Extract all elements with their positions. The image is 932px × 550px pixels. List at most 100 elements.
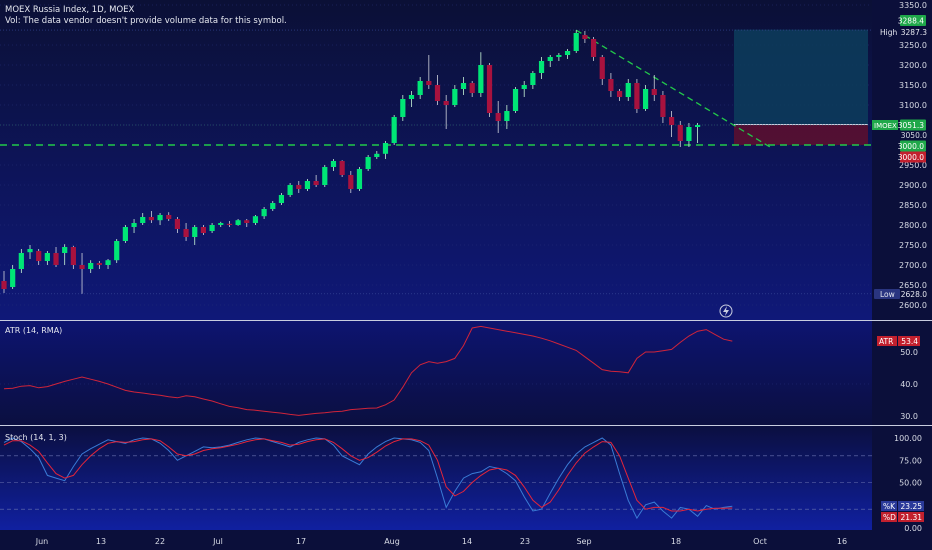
candle-body [573, 33, 579, 51]
candle-body [200, 227, 207, 233]
atr-tag: ATR [879, 337, 893, 346]
time-tick-label: 18 [671, 537, 681, 546]
stoch-panel-bg [0, 426, 872, 530]
candle-body [183, 229, 189, 237]
atr-tick-label: 50.0 [900, 348, 918, 357]
atr-tick-label: 30.0 [900, 412, 918, 421]
candle-body [478, 65, 484, 93]
stoch-k-value-bg [898, 501, 924, 511]
price-tick-label: 3350.0 [899, 1, 927, 10]
price-tick-label: 2750.0 [899, 241, 927, 250]
trendline [575, 29, 771, 148]
price-tick-label: 3150.0 [899, 81, 927, 90]
candle-body [391, 117, 397, 143]
candle-body [365, 157, 371, 169]
stoch-tick-label: 100.00 [894, 434, 922, 443]
candle-body [270, 203, 276, 209]
candle-body [521, 85, 527, 89]
stoch-tick-label: 0.00 [904, 524, 922, 533]
stoch-d-line [3, 438, 733, 512]
lightning-icon[interactable] [719, 304, 733, 318]
level-3000-green-label: 3000.0 [898, 142, 924, 151]
chart-title: MOEX Russia Index, 1D, MOEX [5, 5, 135, 15]
candle-body [148, 217, 154, 221]
candle-body [287, 185, 293, 195]
candle-body [668, 117, 675, 125]
candle-body [686, 127, 692, 141]
stoch-tick-label: 50.00 [899, 479, 922, 488]
candle-body [590, 39, 597, 57]
candle-body [564, 51, 571, 55]
candle-body [469, 83, 475, 93]
time-tick-label: Jun [35, 537, 49, 546]
atr-tag-bg [877, 336, 897, 346]
atr-panel-bg [0, 321, 872, 425]
candle-body [209, 225, 215, 231]
stoch-d-tag: %D [883, 513, 896, 522]
price-tick-label: 3100.0 [899, 101, 927, 110]
candle-body [400, 99, 406, 117]
candle-body [417, 81, 423, 95]
stoch-k-line [3, 437, 733, 520]
candle-body [495, 113, 501, 121]
candle-body [296, 185, 302, 189]
level-3000-green-label-bg [900, 140, 926, 152]
candle-body [443, 101, 449, 105]
stoch-d-tag-bg [881, 512, 897, 522]
atr-tick-label: 40.0 [900, 380, 918, 389]
stoch-d-value: 21.31 [901, 513, 923, 522]
atr-panel[interactable] [0, 325, 872, 416]
time-tick-label: Aug [384, 537, 400, 546]
candle-body [452, 89, 458, 105]
time-tick-label: 13 [96, 537, 106, 546]
atr-value: 53.4 [901, 337, 918, 346]
candle-body [192, 227, 198, 237]
candle-body [486, 65, 493, 113]
volume-note: Vol: The data vendor doesn't provide vol… [5, 16, 287, 26]
candle-body [582, 35, 588, 39]
last-price-label-bg [900, 119, 926, 131]
target-price-label: 3288.4 [898, 17, 924, 26]
candle-body [304, 181, 311, 189]
candle-body [374, 153, 380, 157]
target-price-label-bg [900, 15, 926, 26]
candle-body [538, 61, 545, 73]
level-3050-label: 3050.0 [901, 131, 927, 140]
candle-body [1, 281, 7, 289]
last-price-label: 3051.3 [898, 121, 924, 130]
candle-body [599, 57, 605, 79]
candle-body [356, 169, 363, 189]
candle-body [18, 253, 24, 269]
stoch-k-tag-bg [881, 501, 897, 511]
candle-body [426, 81, 432, 85]
stoch-k-value: 23.25 [901, 502, 923, 511]
candle-body [62, 247, 68, 253]
candle-body [10, 269, 16, 287]
price-tick-label: 2850.0 [899, 201, 927, 210]
candle-body [114, 241, 120, 261]
axes: 3350.0 3250.0 3200.0 3150.0 3100.0 2950.0 2900… [35, 1, 927, 546]
candle-body [157, 215, 163, 221]
candle-body [348, 175, 354, 189]
price-axis-bg [872, 0, 932, 550]
candle-body [695, 125, 701, 127]
candle-body [218, 223, 224, 225]
candle-body [174, 219, 180, 229]
candle-body [408, 95, 415, 99]
candle-body [616, 91, 623, 97]
price-tick-label: 2650.0 [899, 281, 927, 290]
candle-body [660, 95, 666, 117]
candle-body [651, 89, 657, 95]
stoch-panel[interactable] [0, 437, 872, 520]
main-panel-bg [0, 0, 872, 320]
price-panel[interactable] [0, 4, 872, 306]
price-tick-label: 2600.0 [899, 301, 927, 310]
time-axis-bg [0, 530, 872, 550]
candle-body [608, 79, 614, 91]
atr-title: ATR (14, RMA) [5, 326, 62, 335]
stoch-title: Stoch (14, 1, 3) [5, 433, 67, 442]
target-zone [734, 29, 868, 125]
candle-body [70, 247, 76, 265]
stoch-tick-label: 75.00 [899, 456, 922, 465]
